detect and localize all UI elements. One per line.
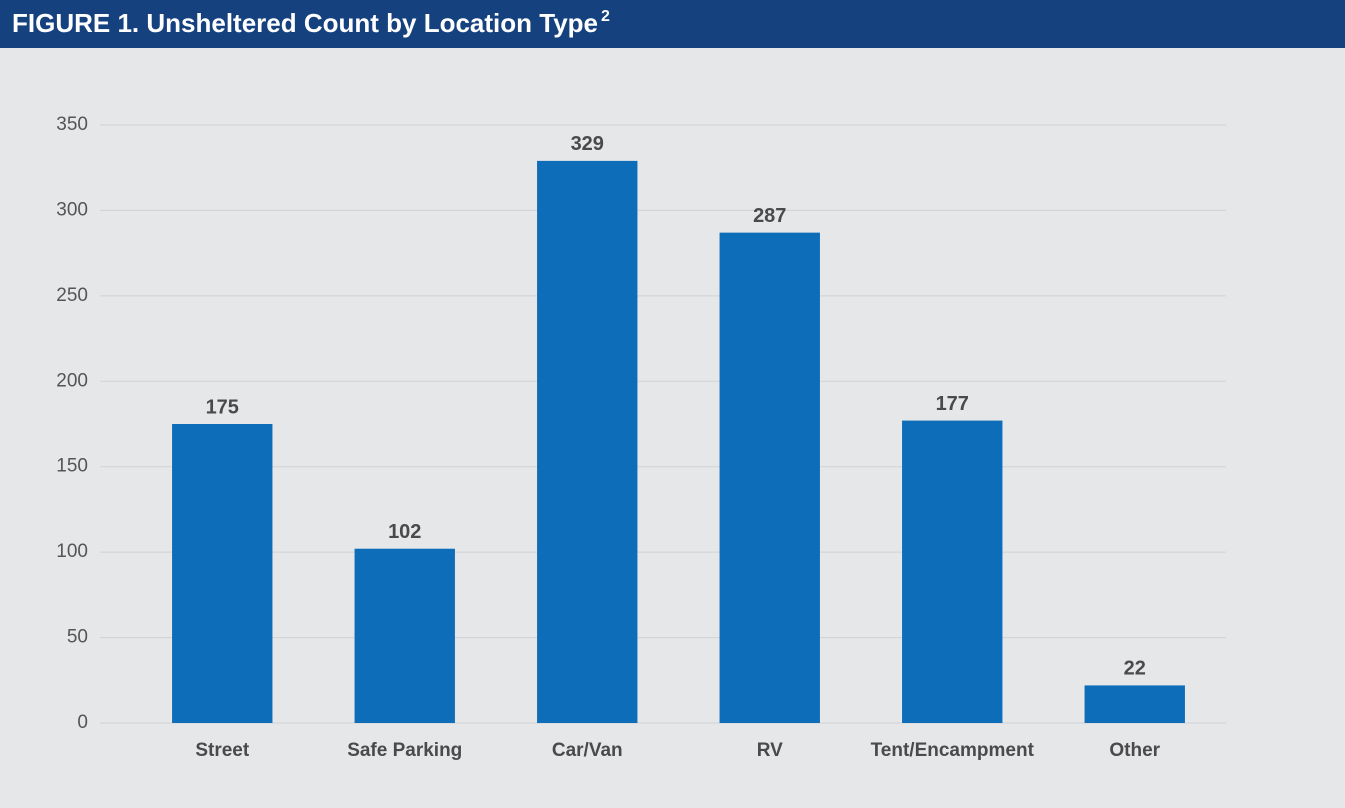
y-tick-label: 150 — [56, 456, 88, 477]
data-label: 177 — [936, 393, 969, 415]
y-tick-label: 0 — [77, 712, 88, 733]
y-tick-label: 250 — [56, 285, 88, 306]
x-tick-label: Safe Parking — [347, 740, 462, 761]
y-tick-label: 200 — [56, 370, 88, 391]
bar — [902, 420, 1003, 723]
y-tick-label: 100 — [56, 541, 88, 562]
bar — [1084, 685, 1185, 723]
data-label: 287 — [753, 205, 786, 227]
chart-title: FIGURE 1. Unsheltered Count by Location … — [12, 8, 610, 38]
x-tick-label: Car/Van — [552, 740, 623, 761]
x-tick-label: Other — [1109, 740, 1160, 761]
y-tick-label: 50 — [67, 627, 88, 648]
bar — [719, 232, 820, 723]
x-tick-label: RV — [757, 740, 783, 761]
x-tick-label: Tent/Encampment — [871, 740, 1035, 761]
data-label: 22 — [1124, 658, 1146, 680]
bar — [354, 548, 455, 723]
header-band — [0, 0, 1345, 48]
x-tick-label: Street — [195, 740, 250, 761]
title-superscript: 2 — [601, 8, 610, 25]
data-label: 175 — [206, 396, 239, 418]
data-label: 329 — [571, 133, 604, 155]
data-label: 102 — [388, 521, 421, 543]
bar — [172, 424, 273, 723]
y-tick-label: 300 — [56, 199, 88, 220]
bar — [537, 160, 638, 723]
title-text: FIGURE 1. Unsheltered Count by Location … — [12, 8, 598, 38]
y-tick-label: 350 — [56, 114, 88, 135]
